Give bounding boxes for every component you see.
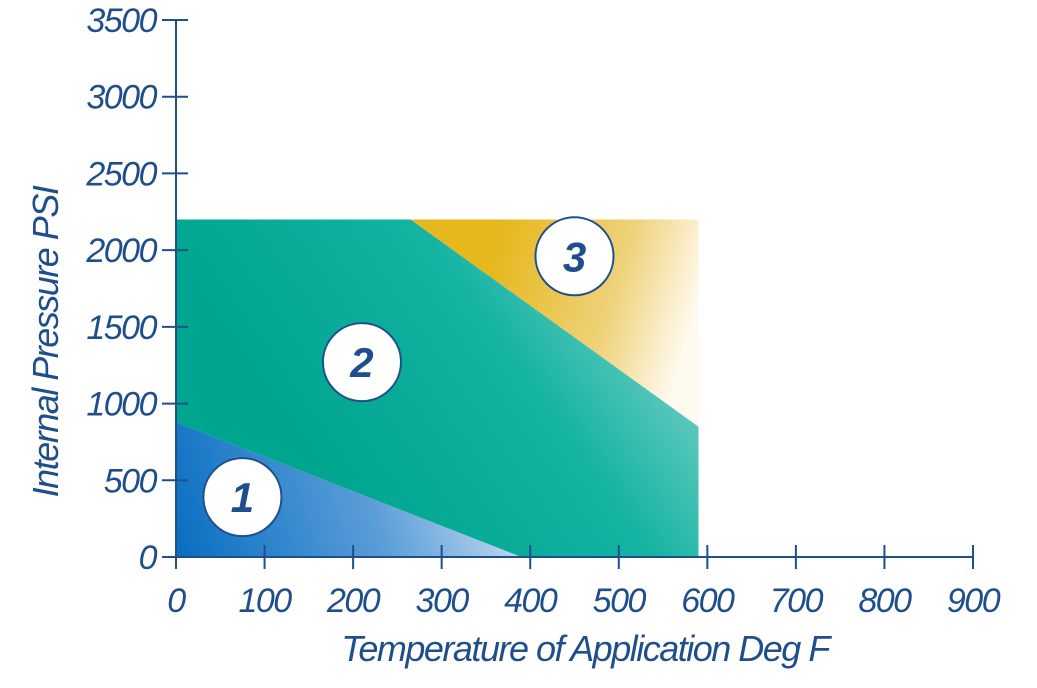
zone-1-badge	[202, 457, 283, 538]
y-tick-label: 2000	[85, 232, 157, 270]
x-tick-label: 700	[770, 582, 824, 620]
zone-3-badge	[534, 216, 615, 297]
x-tick-label: 0	[167, 582, 186, 620]
y-tick-label: 3500	[86, 2, 157, 40]
y-tick-label: 1000	[86, 386, 157, 424]
zone-labels-group: 1 2 3	[202, 216, 615, 538]
y-tick-label: 0	[139, 539, 158, 577]
x-tick-label: 300	[416, 582, 470, 620]
axes-group: 0 100 200 300 400 500 600 700 800 900 0 500 1000 1500…	[85, 2, 1002, 620]
zone-2-area	[176, 219, 699, 557]
x-tick-label: 100	[238, 582, 292, 620]
x-tick-label: 400	[504, 582, 558, 620]
zone-2-number: 2	[349, 339, 373, 386]
y-tick-label: 3000	[86, 79, 157, 117]
y-tick-label: 1500	[86, 309, 157, 347]
y-axis-title: Internal Pressure PSI	[25, 185, 66, 497]
x-tick-label: 800	[858, 582, 912, 620]
y-tick-label: 2500	[85, 155, 157, 193]
x-tick-label: 600	[681, 582, 735, 620]
x-tick-label: 900	[947, 582, 1001, 620]
x-axis-title: Temperature of Application Deg F	[341, 628, 832, 669]
x-tick-label: 500	[593, 582, 647, 620]
zone-3-number: 3	[563, 233, 586, 280]
zone-3-area	[410, 219, 699, 427]
zone-1-number: 1	[231, 474, 254, 521]
x-tick-label: 200	[326, 582, 381, 620]
y-tick-label: 500	[104, 462, 158, 500]
zone-2-badge	[321, 322, 402, 403]
